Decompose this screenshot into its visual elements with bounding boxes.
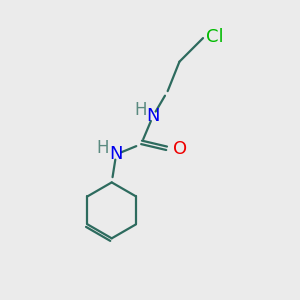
Text: N: N	[146, 107, 160, 125]
Text: H: H	[134, 101, 147, 119]
Text: Cl: Cl	[206, 28, 224, 46]
Text: N: N	[110, 146, 123, 164]
Text: O: O	[173, 140, 187, 158]
Text: H: H	[97, 139, 109, 157]
